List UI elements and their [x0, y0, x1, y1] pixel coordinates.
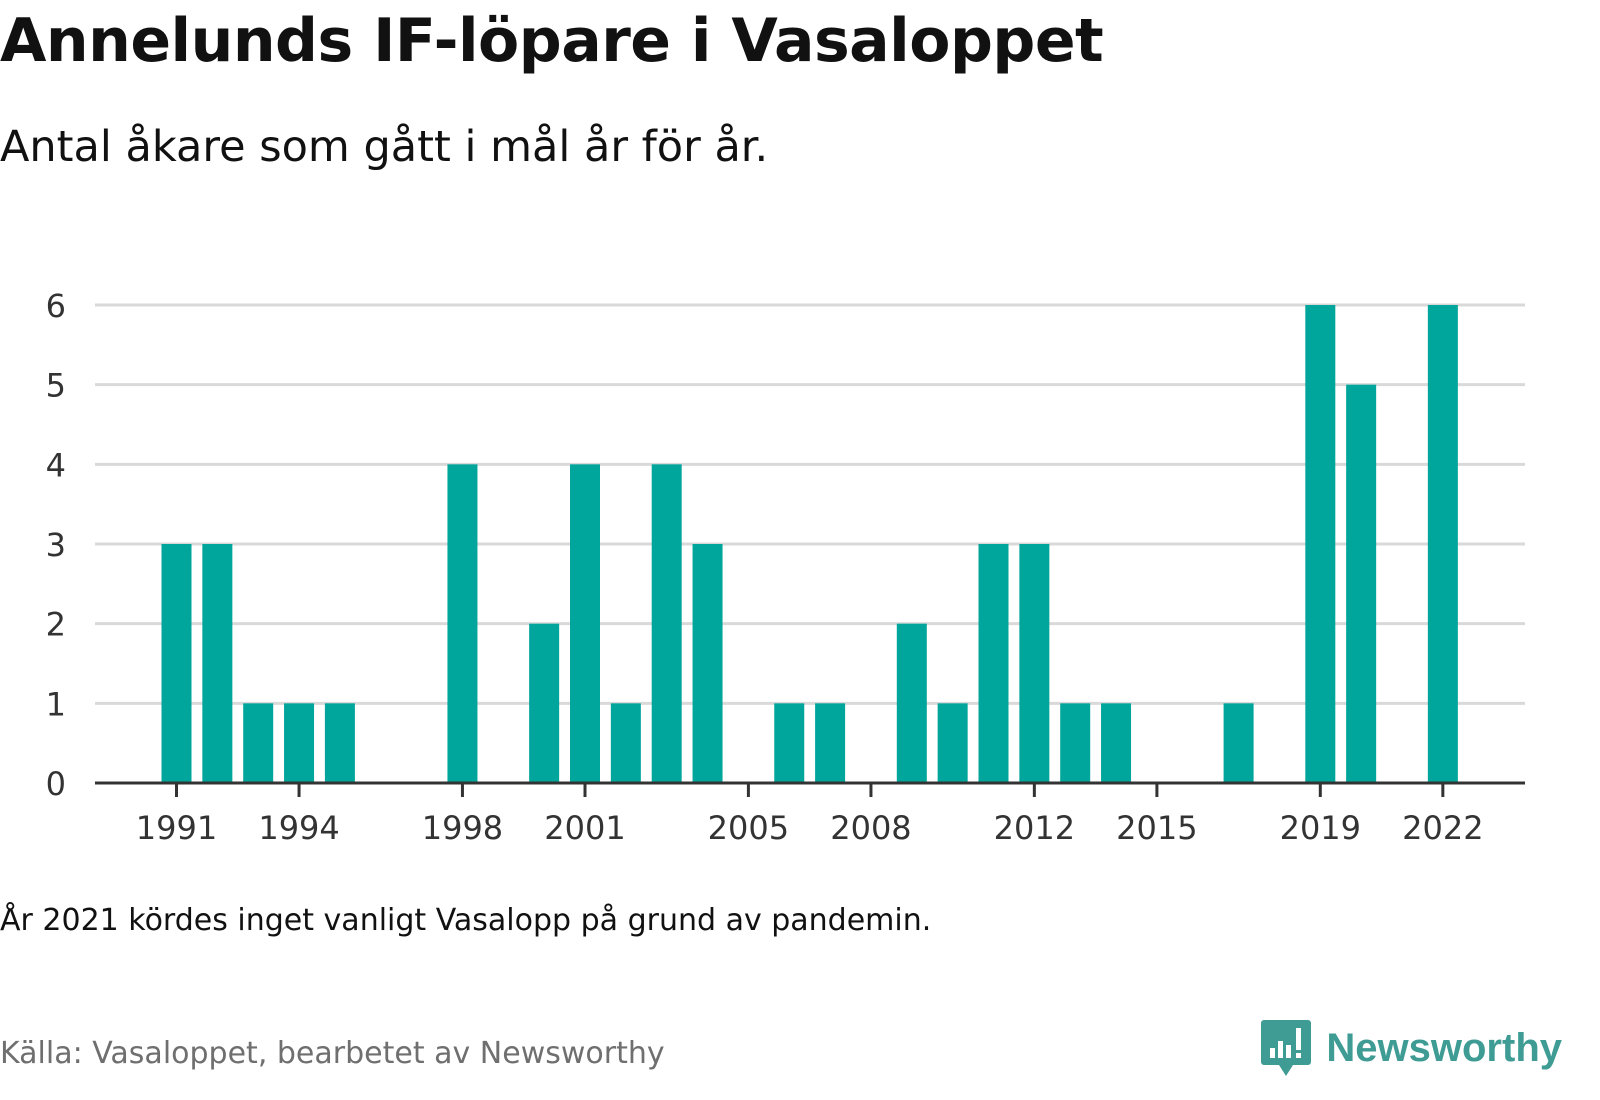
bar-2019 [1305, 305, 1336, 783]
bar-1995 [324, 703, 355, 783]
bar-2009 [896, 623, 927, 783]
footnote: År 2021 kördes inget vanligt Vasalopp på… [0, 903, 932, 938]
bar-2006 [774, 703, 805, 783]
bar-2000 [529, 623, 560, 783]
brand-logo: Newsworthy [1260, 1018, 1562, 1078]
y-tick-label: 3 [46, 526, 66, 564]
bar-1998 [447, 464, 478, 783]
x-tick-label: 2008 [830, 809, 911, 847]
bar-2012 [1019, 544, 1050, 783]
bar-2011 [978, 544, 1009, 783]
bar-2004 [692, 544, 723, 783]
bar-2002 [610, 703, 641, 783]
bar-2003 [651, 464, 682, 783]
bar-2007 [815, 703, 846, 783]
brand-name: Newsworthy [1326, 1025, 1562, 1070]
x-tick-label: 2019 [1280, 809, 1361, 847]
bar-2013 [1060, 703, 1091, 783]
y-tick-label: 6 [46, 287, 66, 325]
chart-title: Annelunds IF-löpare i Vasaloppet [0, 6, 1104, 76]
y-tick-label: 1 [46, 685, 66, 723]
bars [161, 305, 1458, 783]
y-tick-label: 2 [46, 606, 66, 644]
bar-1993 [243, 703, 274, 783]
bar-2017 [1223, 703, 1254, 783]
bar-2022 [1427, 305, 1458, 783]
axes [95, 781, 1525, 797]
bar-1992 [202, 544, 233, 783]
chat-bubble-bar-chart-icon [1261, 1020, 1312, 1076]
x-tick-label: 1994 [258, 809, 339, 847]
bar-2014 [1101, 703, 1132, 783]
source-credit: Källa: Vasaloppet, bearbetet av Newswort… [0, 1036, 665, 1071]
y-tick-label: 0 [46, 765, 66, 803]
y-tick-labels: 0 1 2 3 4 5 6 [46, 287, 66, 803]
bar-chart: 0 1 2 3 4 5 6 1991 1994 1998 2001 2005 2008 2012 2015… [46, 287, 1525, 847]
y-tick-label: 4 [46, 446, 66, 484]
x-tick-label: 2022 [1402, 809, 1483, 847]
bar-2020 [1346, 384, 1377, 783]
chart-subtitle: Antal åkare som gått i mål år för år. [0, 122, 769, 172]
y-tick-label: 5 [46, 367, 66, 405]
bar-1991 [161, 544, 192, 783]
x-tick-label: 2015 [1116, 809, 1197, 847]
x-tick-label: 1998 [422, 809, 503, 847]
x-tick-labels: 1991 1994 1998 2001 2005 2008 2012 2015 2019 2022 [136, 809, 1484, 847]
x-tick-label: 1991 [136, 809, 217, 847]
bar-1994 [284, 703, 315, 783]
x-tick-label: 2001 [544, 809, 625, 847]
x-tick-label: 2012 [994, 809, 1075, 847]
bar-2001 [570, 464, 600, 783]
x-tick-label: 2005 [708, 809, 789, 847]
bar-2010 [937, 703, 968, 783]
